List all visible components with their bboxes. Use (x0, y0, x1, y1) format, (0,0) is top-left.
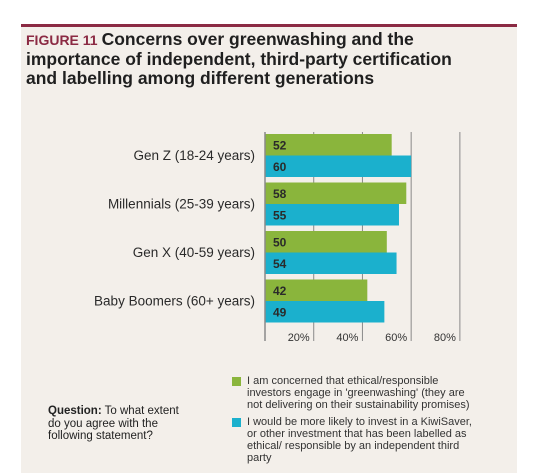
legend-label-series-1: I am concerned that ethical/responsible … (247, 375, 470, 411)
x-tick-label-40: 40% (336, 332, 358, 344)
data-label-certification-0: 60 (273, 160, 287, 174)
bar-certification-2 (265, 252, 397, 274)
data-label-certification-3: 49 (273, 305, 287, 319)
x-tick-label-20: 20% (288, 332, 310, 344)
x-tick-label-60: 60% (385, 332, 407, 344)
bar-certification-0 (265, 155, 412, 177)
bar-certification-1 (265, 204, 399, 226)
bar-greenwashing-0 (265, 134, 392, 156)
data-label-greenwashing-2: 50 (273, 235, 287, 249)
question-label: Question: (48, 405, 102, 417)
category-label-1: Millennials (25-39 years) (108, 197, 255, 212)
legend: I am concerned that ethical/responsible … (232, 375, 482, 469)
question-note: Question: To what extent do you agree wi… (48, 405, 188, 443)
legend-swatch-blue (232, 418, 241, 427)
category-label-3: Baby Boomers (60+ years) (94, 294, 255, 309)
bar-greenwashing-3 (265, 279, 368, 301)
data-label-certification-2: 54 (273, 257, 287, 271)
legend-item-series-2: I would be more likely to invest in a Ki… (232, 416, 482, 464)
bar-greenwashing-2 (265, 231, 387, 253)
figure-label: FIGURE 11 (26, 32, 98, 48)
data-label-greenwashing-0: 52 (273, 138, 287, 152)
figure-title-text: Concerns over greenwashing and the impor… (26, 29, 452, 88)
legend-item-series-1: I am concerned that ethical/responsible … (232, 375, 482, 411)
data-label-certification-1: 55 (273, 208, 287, 222)
axis-layer: 20% 40% 60% 80% (264, 132, 456, 344)
x-tick-label-80: 80% (434, 332, 456, 344)
category-label-2: Gen X (40-59 years) (133, 245, 255, 260)
bar-certification-3 (265, 301, 385, 323)
bar-greenwashing-1 (265, 182, 407, 204)
category-label-0: Gen Z (18-24 years) (133, 148, 255, 163)
data-label-greenwashing-3: 42 (273, 284, 287, 298)
legend-swatch-green (232, 377, 241, 386)
question-text: To what extent do you agree with the fol… (48, 405, 179, 442)
figure-title: FIGURE 11 Concerns over greenwashing and … (26, 30, 486, 88)
data-label-greenwashing-1: 58 (273, 187, 287, 201)
label-layer: 52 60 Gen Z (18-24 years) 58 55 Millennials (… (94, 138, 287, 319)
legend-label-series-2: I would be more likely to invest in a Ki… (247, 416, 472, 464)
bar-layer (265, 134, 412, 323)
